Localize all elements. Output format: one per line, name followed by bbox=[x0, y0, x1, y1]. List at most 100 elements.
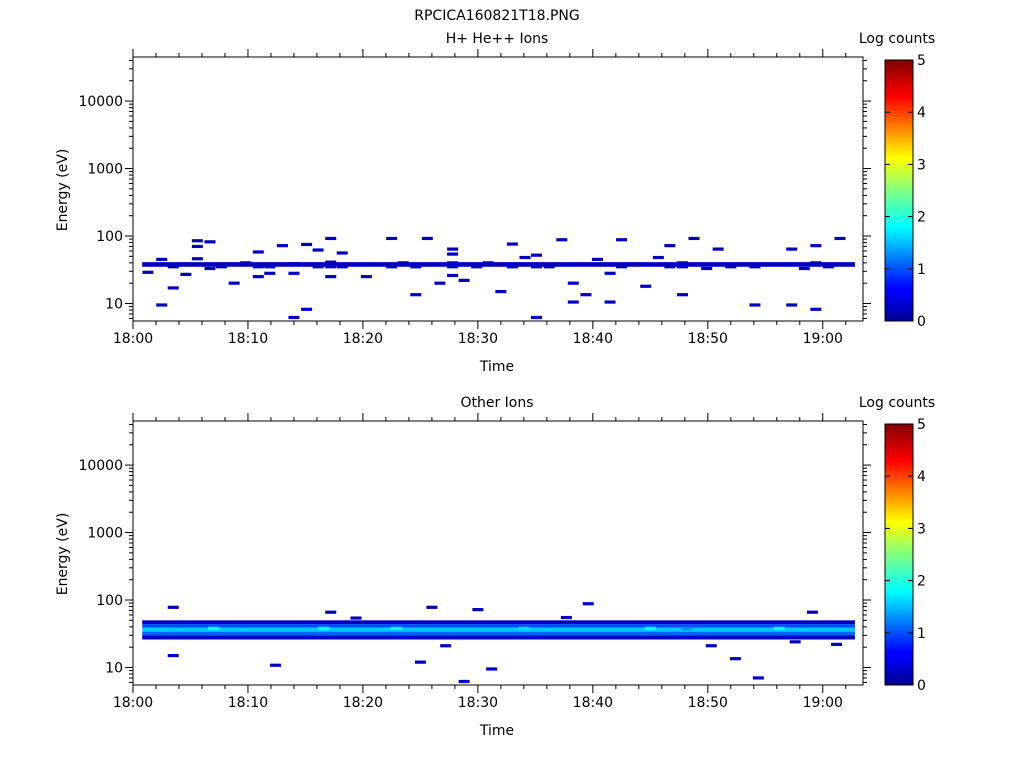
heatmap-cell bbox=[288, 271, 300, 275]
heatmap-cell bbox=[789, 640, 801, 644]
heatmap-cell bbox=[582, 602, 594, 606]
heatmap-cell bbox=[810, 307, 822, 311]
heatmap-band bbox=[142, 620, 855, 625]
x-tick-label: 19:00 bbox=[803, 695, 843, 711]
colorbar: 0 1 2 3 4 5 bbox=[884, 53, 926, 330]
plot-frame bbox=[132, 56, 864, 322]
heatmap-cell bbox=[191, 244, 203, 249]
heatmap-cell bbox=[288, 262, 300, 266]
heatmap-cell bbox=[762, 262, 774, 266]
heatmap-cell bbox=[786, 262, 798, 266]
heatmap-cell bbox=[560, 615, 572, 620]
heatmap-cell bbox=[207, 626, 219, 630]
heatmap-cell bbox=[301, 307, 313, 311]
heatmap-cell bbox=[312, 265, 324, 269]
heatmap-cell bbox=[410, 293, 422, 297]
y-tick-label: 100 bbox=[96, 593, 123, 609]
heatmap-cell bbox=[167, 654, 179, 658]
heatmap-cell bbox=[798, 266, 810, 271]
colorbar-tick-label: 2 bbox=[917, 210, 926, 226]
heatmap-cell bbox=[156, 257, 168, 262]
heatmap-cell bbox=[531, 315, 543, 320]
heatmap-band bbox=[142, 262, 855, 267]
colorbar-tick-label: 5 bbox=[917, 417, 926, 433]
heatmap-cell bbox=[831, 642, 843, 646]
panel-other-ions: Other Ions Log counts Energy (eV) Time 1… bbox=[55, 395, 935, 739]
heatmap-cell bbox=[270, 663, 282, 667]
x-tick-label: 18:20 bbox=[343, 695, 383, 711]
axes: 10 100 1000 10000 18:00 18:10 18:20 18:30 18:40 1… bbox=[78, 49, 871, 347]
colorbar-tick-label: 4 bbox=[917, 469, 926, 485]
heatmap-cell bbox=[191, 239, 203, 243]
heatmap-cell bbox=[228, 281, 240, 285]
heatmap-cell bbox=[664, 265, 676, 269]
heatmap-cell bbox=[386, 236, 398, 241]
heatmap-cell bbox=[677, 293, 689, 297]
y-axis-label: Energy (eV) bbox=[55, 149, 71, 232]
heatmap-cell bbox=[301, 242, 313, 247]
heatmap-cell bbox=[688, 262, 700, 266]
colorbar-tick-label: 0 bbox=[917, 678, 926, 694]
heatmap-cell bbox=[531, 253, 543, 257]
colorbar-gradient bbox=[885, 60, 913, 321]
heatmap-cell bbox=[252, 265, 264, 269]
heatmap-band bbox=[142, 624, 855, 628]
x-tick-label: 18:40 bbox=[573, 695, 613, 711]
heatmap-cell bbox=[725, 265, 737, 269]
heatmap-cell bbox=[543, 265, 555, 269]
heatmap-cell bbox=[604, 300, 616, 304]
heatmap-cell bbox=[519, 255, 531, 260]
heatmap-cell bbox=[264, 265, 276, 269]
heatmap-cell bbox=[616, 238, 628, 242]
x-axis-label: Time bbox=[479, 723, 514, 739]
heatmap-cell bbox=[773, 626, 785, 630]
heatmap-cell bbox=[318, 626, 330, 630]
heatmap-cell bbox=[786, 303, 798, 307]
heatmap-cell bbox=[325, 265, 337, 269]
colorbar-tick-label: 1 bbox=[917, 626, 926, 642]
heatmap-cell bbox=[677, 261, 689, 265]
heatmap-cell bbox=[806, 610, 818, 614]
heatmap-cell bbox=[312, 248, 324, 252]
x-tick-label: 18:10 bbox=[228, 695, 268, 711]
colorbar-tick-label: 3 bbox=[917, 521, 926, 537]
heatmap-cell bbox=[752, 676, 764, 680]
heatmap-cell bbox=[360, 275, 372, 279]
heatmap-cell bbox=[421, 236, 433, 241]
colorbar-tick-label: 4 bbox=[917, 105, 926, 121]
x-tick-label: 18:00 bbox=[113, 695, 153, 711]
heatmap-cell bbox=[336, 265, 348, 269]
y-tick-label: 1000 bbox=[87, 162, 123, 178]
heatmap-cell bbox=[823, 265, 835, 269]
heatmap-cell bbox=[434, 281, 446, 285]
heatmap-cell bbox=[472, 608, 484, 612]
colorbar-tick-label: 3 bbox=[917, 157, 926, 173]
colorbar-gradient bbox=[885, 424, 913, 685]
heatmap-cell bbox=[440, 644, 452, 648]
heatmap-cell bbox=[142, 270, 154, 274]
heatmap-cell bbox=[749, 303, 761, 307]
heatmap-cell bbox=[252, 250, 264, 254]
panel-h-he-ions: H+ He++ Ions Log counts Energy (eV) Time… bbox=[55, 31, 935, 375]
heatmap-cell bbox=[591, 257, 603, 262]
heatmap-cell bbox=[386, 265, 398, 269]
heatmap-cell bbox=[471, 265, 483, 269]
heatmap-cell bbox=[167, 265, 179, 269]
heatmap-cell bbox=[325, 236, 337, 241]
heatmap-band bbox=[142, 635, 855, 640]
heatmap-cell bbox=[288, 315, 300, 320]
panel-title: Other Ions bbox=[460, 395, 533, 411]
heatmap-cell bbox=[216, 265, 228, 269]
x-tick-label: 18:50 bbox=[688, 331, 728, 347]
colorbar-frame bbox=[884, 423, 914, 686]
heatmap-cell bbox=[712, 247, 724, 251]
heatmap-cell bbox=[447, 247, 459, 251]
axes: 10 100 1000 10000 18:00 18:10 18:20 18:30 18:40 1… bbox=[78, 413, 871, 711]
heatmap-cell bbox=[506, 242, 518, 246]
heatmap-cell bbox=[167, 605, 179, 609]
heatmap-cells bbox=[142, 236, 855, 320]
heatmap-cell bbox=[142, 262, 154, 266]
heatmap-cell bbox=[556, 238, 568, 242]
heatmap-cell bbox=[156, 303, 168, 307]
